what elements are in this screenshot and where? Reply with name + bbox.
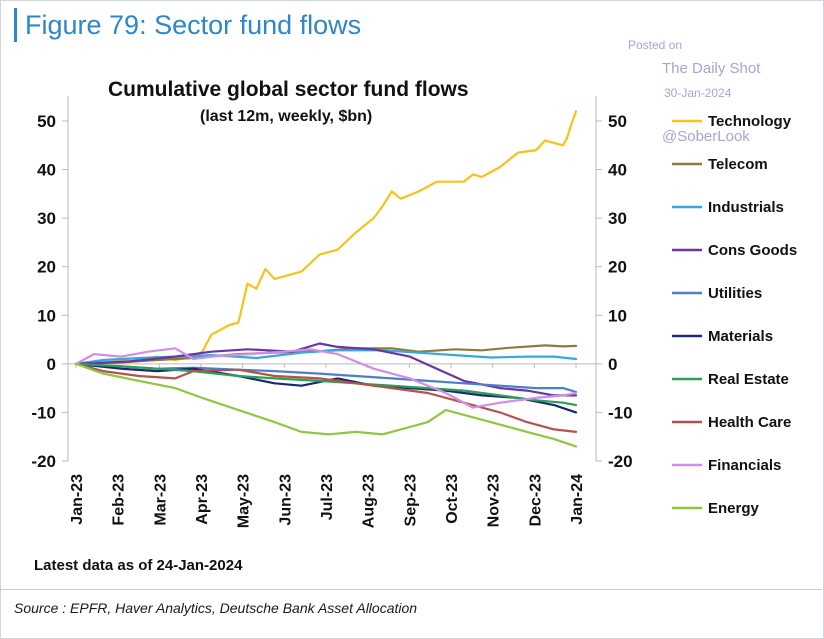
x-tick-label: Oct-23 (444, 474, 461, 524)
legend-label-utilities: Utilities (708, 285, 762, 302)
series-line-telecom (74, 344, 578, 365)
y-tick-label-right: 0 (608, 355, 617, 374)
legend-label-energy: Energy (708, 500, 760, 517)
x-tick-label: Feb-23 (111, 474, 128, 526)
chart-axes: 50 50 40 40 30 30 20 20 10 10 0 0 -10 -10 -20 -20 Jan-23… (31, 96, 633, 528)
series-line-cons-goods (74, 342, 578, 397)
y-tick-label-right: -10 (608, 403, 633, 422)
legend-label-cons-goods: Cons Goods (708, 242, 797, 259)
latest-data-note: Latest data as of 24-Jan-2024 (34, 557, 243, 574)
legend-label-financials: Financials (708, 457, 781, 474)
x-tick-label: Nov-23 (486, 474, 503, 527)
x-tick-label: Jan-24 (569, 474, 586, 525)
x-tick-label: Jul-23 (319, 474, 336, 520)
series-line-health-care (74, 362, 578, 433)
legend-label-industrials: Industrials (708, 199, 784, 216)
watermark-site: The Daily Shot (662, 60, 761, 77)
x-tick-label: Dec-23 (527, 474, 544, 527)
chart-subtitle: (last 12m, weekly, $bn) (200, 108, 373, 125)
y-tick-label-right: 10 (608, 306, 627, 325)
source-divider (0, 589, 822, 590)
legend-label-technology: Technology (708, 113, 792, 130)
x-tick-label: Jun-23 (277, 474, 294, 526)
y-tick-label-left: 0 (47, 355, 56, 374)
legend-label-materials: Materials (708, 328, 773, 345)
x-tick-label: May-23 (236, 474, 253, 528)
chart-lines (74, 110, 578, 448)
y-tick-label-left: 30 (37, 209, 56, 228)
figure-title: Figure 79: Sector fund flows (14, 8, 361, 42)
chart-title: Cumulative global sector fund flows (108, 78, 469, 101)
watermark-handle: @SoberLook (662, 128, 750, 145)
series-line-technology (74, 110, 578, 365)
x-tick-label: Sep-23 (402, 474, 419, 527)
y-tick-label-left: 40 (37, 161, 56, 180)
y-tick-label-left: 10 (37, 306, 56, 325)
legend-label-telecom: Telecom (708, 156, 768, 173)
series-line-financials (74, 347, 578, 409)
x-tick-label: Jan-23 (69, 474, 86, 525)
series-line-industrials (74, 349, 578, 365)
watermark-posted: Posted on (628, 38, 683, 52)
y-tick-label-right: 20 (608, 258, 627, 277)
y-tick-label-right: 30 (608, 209, 627, 228)
y-tick-label-left: 50 (37, 112, 56, 131)
y-tick-label-right: -20 (608, 452, 633, 471)
y-tick-label-left: -10 (31, 403, 56, 422)
series-line-utilities (74, 362, 578, 394)
chart-legend: Technology Telecom Industrials Cons Goods Ut… (672, 113, 797, 517)
source-text: Source : EPFR, Haver Analytics, Deutsche… (14, 600, 418, 616)
y-tick-label-right: 50 (608, 112, 627, 131)
legend-label-health-care: Health Care (708, 414, 791, 431)
watermark-date: 30-Jan-2024 (664, 86, 732, 100)
x-tick-label: Aug-23 (361, 474, 378, 528)
x-tick-label: Apr-23 (194, 474, 211, 525)
y-tick-label-left: 20 (37, 258, 56, 277)
legend-label-real-estate: Real Estate (708, 371, 789, 388)
series-line-energy (74, 362, 578, 448)
y-tick-label-left: -20 (31, 452, 56, 471)
y-tick-label-right: 40 (608, 161, 627, 180)
x-tick-label: Mar-23 (152, 474, 169, 526)
